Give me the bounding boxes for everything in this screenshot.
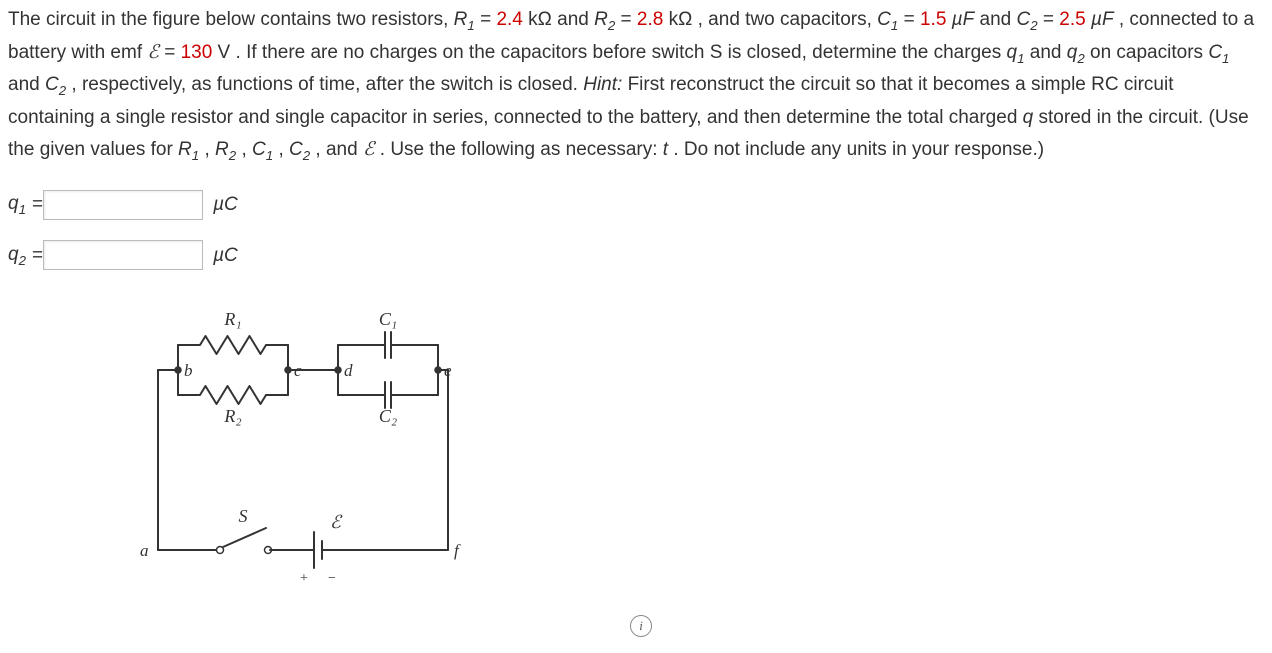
- text: on capacitors: [1090, 42, 1208, 63]
- svg-text:C₂: C₂: [379, 406, 397, 426]
- comma: ,: [278, 139, 289, 160]
- emf-value: 130: [181, 42, 213, 63]
- info-icon[interactable]: i: [630, 615, 652, 637]
- text: and: [557, 9, 594, 30]
- circuit-svg: a b c d e f R₁ R₂ C₁ C₂ S ℰ + −: [128, 290, 488, 590]
- r2-symbol: R2: [594, 9, 615, 30]
- c1-symbol: C1: [1208, 42, 1229, 63]
- c2-symbol: C2: [289, 139, 310, 160]
- svg-text:R₂: R₂: [223, 406, 241, 426]
- comma: ,: [241, 139, 252, 160]
- r1-symbol: R1: [178, 139, 199, 160]
- svg-text:C₁: C₁: [379, 309, 397, 329]
- svg-text:a: a: [140, 541, 149, 560]
- text: The circuit in the figure below contains…: [8, 9, 454, 30]
- r2-symbol: R2: [215, 139, 236, 160]
- unit-kohm: kΩ: [528, 9, 552, 30]
- svg-text:−: −: [328, 571, 336, 586]
- eq: =: [904, 9, 920, 30]
- t-symbol: t: [663, 139, 668, 160]
- svg-text:f: f: [454, 541, 461, 560]
- emf-symbol: ℰ: [363, 139, 375, 160]
- q2-label: q2: [8, 239, 26, 272]
- svg-text:S: S: [239, 506, 248, 526]
- emf-symbol: ℰ: [147, 42, 159, 63]
- text: and: [1030, 42, 1067, 63]
- text: . Do not include any units in your respo…: [673, 139, 1044, 160]
- q1-label: q1: [8, 188, 26, 221]
- text: and: [8, 74, 45, 95]
- comma: ,: [204, 139, 215, 160]
- hint-label: Hint:: [583, 74, 622, 95]
- eq: =: [164, 42, 180, 63]
- unit-v: V: [218, 42, 231, 63]
- problem-page: The circuit in the figure below contains…: [0, 0, 1272, 600]
- text: , and two capacitors,: [698, 9, 878, 30]
- unit-uc: µC: [213, 189, 238, 220]
- eq: =: [480, 9, 496, 30]
- eq: =: [1043, 9, 1059, 30]
- q1-input[interactable]: [43, 190, 203, 220]
- svg-text:ℰ: ℰ: [330, 512, 343, 532]
- c1-symbol: C1: [252, 139, 273, 160]
- text: and: [326, 139, 363, 160]
- r2-value: 2.8: [637, 9, 663, 30]
- text: determine the charges: [812, 42, 1006, 63]
- q2-input[interactable]: [43, 240, 203, 270]
- q1-symbol: q1: [1007, 42, 1025, 63]
- unit-uf: µF: [952, 9, 975, 30]
- c2-value: 2.5: [1059, 9, 1085, 30]
- svg-text:+: +: [300, 571, 308, 586]
- r1-symbol: R1: [454, 9, 475, 30]
- problem-text: The circuit in the figure below contains…: [8, 4, 1262, 166]
- q2-symbol: q2: [1067, 42, 1085, 63]
- c2-symbol: C2: [45, 74, 66, 95]
- unit-uc: µC: [213, 240, 238, 271]
- text: . If there are no charges on the capacit…: [236, 42, 807, 63]
- svg-text:R₁: R₁: [223, 309, 241, 329]
- text: . Use the following as necessary:: [380, 139, 663, 160]
- eq: =: [32, 240, 43, 271]
- q-symbol: q: [1023, 107, 1034, 128]
- r1-value: 2.4: [496, 9, 522, 30]
- text: connected to the battery, and then deter…: [494, 107, 1023, 128]
- comma: ,: [315, 139, 326, 160]
- unit-kohm: kΩ: [669, 9, 693, 30]
- text: , respectively, as functions of time, af…: [71, 74, 583, 95]
- q2-answer-row: q2 = µC: [8, 239, 1262, 272]
- svg-text:d: d: [344, 361, 353, 380]
- svg-text:e: e: [444, 361, 452, 380]
- text: and: [980, 9, 1017, 30]
- svg-text:c: c: [294, 361, 302, 380]
- eq: =: [621, 9, 637, 30]
- q1-answer-row: q1 = µC: [8, 188, 1262, 221]
- eq: =: [32, 189, 43, 220]
- c2-symbol: C2: [1017, 9, 1038, 30]
- circuit-diagram: a b c d e f R₁ R₂ C₁ C₂ S ℰ + −: [128, 290, 1262, 600]
- info-glyph: i: [639, 615, 643, 636]
- c1-symbol: C1: [877, 9, 898, 30]
- unit-uf: µF: [1091, 9, 1114, 30]
- svg-text:b: b: [184, 361, 193, 380]
- c1-value: 1.5: [920, 9, 946, 30]
